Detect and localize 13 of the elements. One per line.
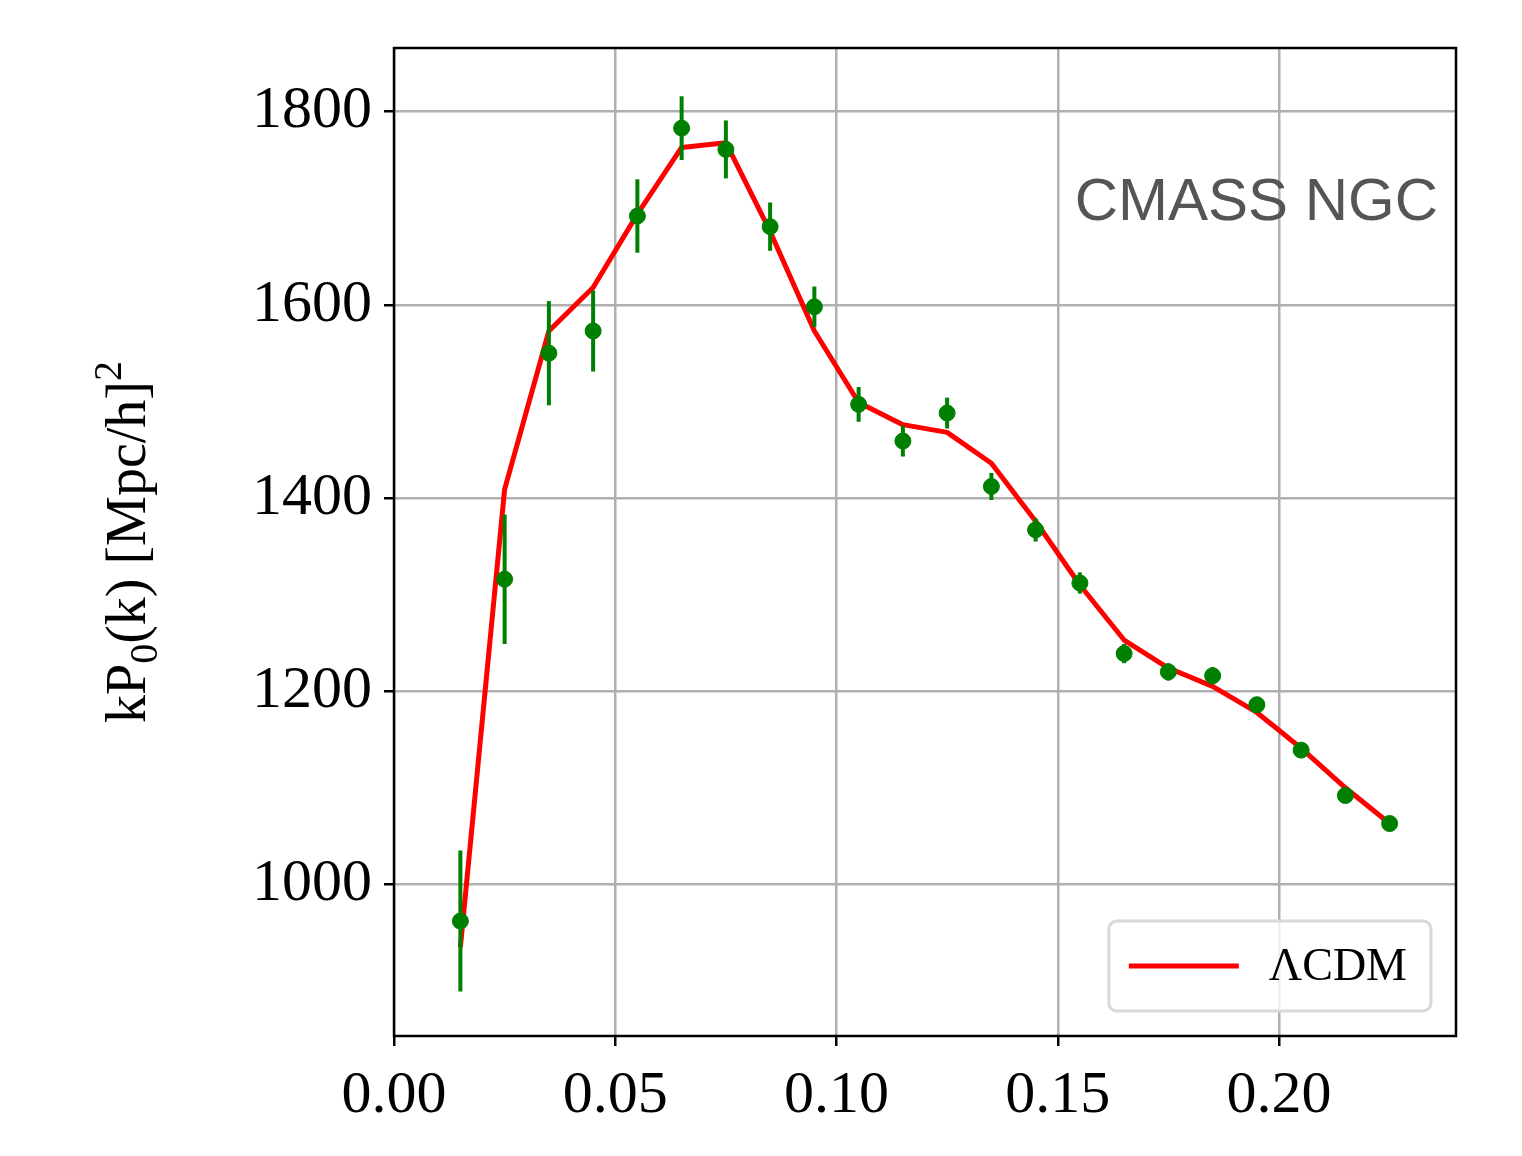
y-axis-title: kP0(k) [Mpc/h]2 — [85, 361, 166, 723]
annotation: CMASS NGC — [1074, 165, 1438, 233]
x-tick-label: 0.15 — [1005, 1058, 1111, 1125]
y-tick-label: 1400 — [252, 460, 372, 527]
y-tick-label: 1800 — [252, 74, 372, 141]
y-tick-label: 1000 — [252, 847, 372, 914]
x-tick-label: 0.10 — [784, 1058, 889, 1125]
y-tick-label: 1200 — [252, 653, 372, 720]
x-tick-label: 0.00 — [341, 1058, 447, 1125]
legend-label: ΛCDM — [1268, 939, 1408, 991]
x-tick-label: 0.05 — [562, 1058, 668, 1125]
x-tick-label: 0.20 — [1226, 1058, 1332, 1125]
y-tick-label: 1600 — [252, 267, 372, 334]
